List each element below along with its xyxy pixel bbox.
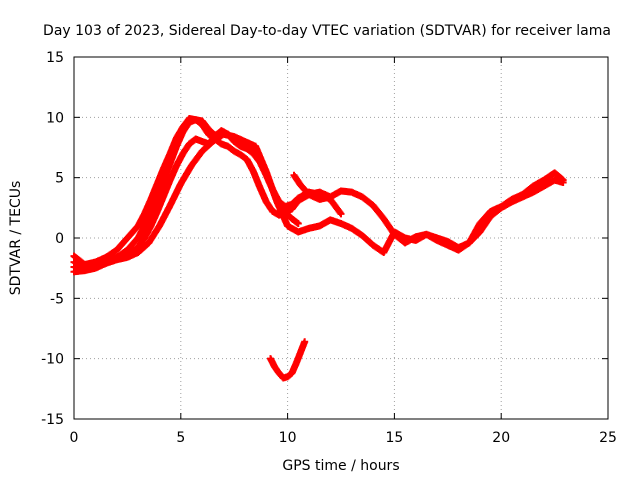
y-tick-label: 5: [55, 171, 64, 187]
series-trace: [72, 115, 301, 267]
y-tick-label: 10: [46, 110, 64, 126]
x-axis-label: GPS time / hours: [282, 458, 399, 474]
chart: Day 103 of 2023, Sidereal Day-to-day VTE…: [0, 0, 640, 480]
series-track-5: [291, 169, 567, 253]
x-tick-label: 20: [492, 430, 510, 446]
series-track-4: [71, 131, 567, 276]
y-tick-label: -10: [41, 352, 64, 368]
x-tick-label: 15: [385, 430, 403, 446]
y-tick-label: -15: [41, 412, 64, 428]
y-tick-label: -5: [50, 291, 64, 307]
series-trace: [291, 170, 565, 253]
series-track-6: [267, 338, 308, 381]
x-tick-label: 25: [599, 430, 617, 446]
data-series: [71, 115, 567, 381]
x-tick-label: 5: [176, 430, 185, 446]
y-tick-label: 15: [46, 50, 64, 66]
x-tick-label: 10: [279, 430, 297, 446]
y-axis-label: SDTVAR / TECUs: [8, 181, 24, 296]
series-track-1: [71, 115, 302, 268]
y-tick-label: 0: [55, 231, 64, 247]
chart-title: Day 103 of 2023, Sidereal Day-to-day VTE…: [43, 23, 611, 39]
x-tick-label: 0: [70, 430, 79, 446]
